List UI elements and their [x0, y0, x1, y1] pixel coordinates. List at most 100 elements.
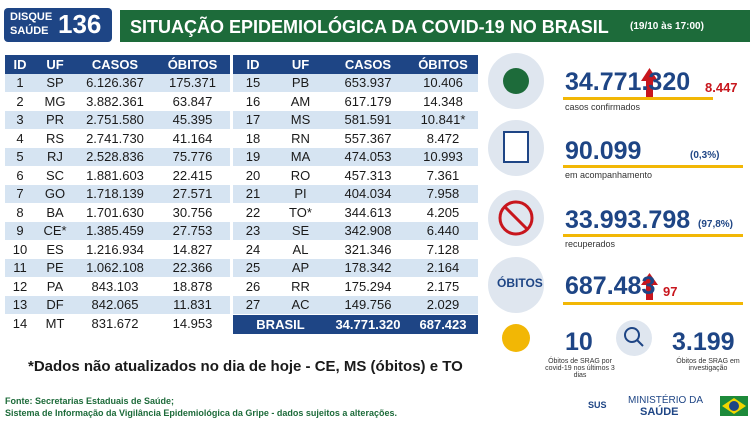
table-row: 19 MA 474.053 10.993: [233, 147, 478, 166]
recovered-label: recuperados: [565, 239, 616, 249]
table-row: 6 SC 1.881.603 22.415: [5, 166, 230, 185]
table-cell: 20: [245, 167, 261, 183]
total-row: BRASIL 34.771.320 687.423: [233, 315, 478, 334]
table-cell: 14.953: [172, 315, 213, 331]
table-row: 27 AC 149.756 2.029: [233, 295, 478, 314]
table-cell: 831.672: [91, 315, 139, 331]
table-cell: 7.958: [426, 186, 460, 202]
table-cell: 18: [245, 130, 261, 146]
table-cell: PB: [291, 75, 310, 91]
table-cell: PA: [46, 278, 64, 294]
table-cell: CE*: [43, 223, 67, 239]
table-cell: 581.591: [344, 112, 392, 128]
monitoring-pct: (0,3%): [690, 150, 720, 161]
srag-value: 10: [565, 328, 593, 356]
table-cell: 342.908: [344, 223, 392, 239]
table-cell: PI: [294, 186, 307, 202]
title-bar: SITUAÇÃO EPIDEMIOLÓGICA DA COVID-19 NO B…: [120, 10, 750, 42]
table-cell: 2.164: [426, 260, 460, 276]
table-row: 17 MS 581.591 10.841*: [233, 110, 478, 129]
confirmed-value: 34.771.320: [565, 68, 691, 96]
table-cell: 6: [16, 167, 24, 183]
table-cell: 1.062.108: [86, 260, 144, 276]
table-cell: 2.751.580: [86, 112, 144, 128]
table-cell: 1.216.934: [86, 241, 144, 257]
table-cell: MG: [44, 93, 66, 109]
table-cell: 4: [16, 130, 24, 146]
table-row: 1 SP 6.126.367 175.371: [5, 73, 230, 92]
table-cell: 7.128: [426, 241, 460, 257]
table-row: 25 AP 178.342 2.164: [233, 258, 478, 277]
table-cell: 13: [12, 297, 28, 313]
table-cell: 2.175: [426, 278, 460, 294]
table-cell: 22.415: [172, 167, 213, 183]
table-cell: 16: [245, 93, 261, 109]
table-cell: 11.831: [173, 297, 212, 313]
footer-system: Sistema de Informação da Vigilância Epid…: [5, 408, 397, 418]
logo-bottom: SAÚDE: [10, 25, 49, 37]
table-row: 26 RR 175.294 2.175: [233, 277, 478, 296]
table-cell: RN: [291, 130, 310, 146]
table-cell: 63.847: [172, 93, 213, 109]
recovered-value: 33.993.798: [565, 206, 691, 234]
table-cell: 2: [16, 93, 24, 109]
table-row: 13 DF 842.065 11.831: [5, 295, 230, 314]
table-cell: 41.164: [172, 130, 213, 146]
table-cell: 18.878: [172, 278, 213, 294]
table-row: 22 TO* 344.613 4.205: [233, 203, 478, 222]
table-cell: 75.776: [172, 149, 213, 165]
table-cell: 653.937: [344, 75, 392, 91]
table-cell: 842.065: [91, 297, 139, 313]
table-row: 18 RN 557.367 8.472: [233, 129, 478, 148]
table-cell: 175.371: [169, 75, 216, 91]
column-header: ID: [246, 56, 260, 72]
table-cell: AC: [291, 297, 310, 313]
confirmed-label: casos confirmados: [565, 102, 641, 112]
table-cell: 5: [16, 149, 24, 165]
column-header: UF: [46, 56, 64, 72]
monitoring-label: em acompanhamento: [565, 170, 653, 180]
table-row: 2 MG 3.882.361 63.847: [5, 92, 230, 111]
column-header: CASOS: [344, 56, 392, 72]
total-deaths: 687.423: [419, 316, 467, 332]
deaths-new: 97: [663, 284, 678, 299]
table-cell: 22: [245, 204, 261, 220]
table-row: 23 SE 342.908 6.440: [233, 221, 478, 240]
table-cell: 344.613: [344, 204, 392, 220]
table-cell: 15: [245, 75, 261, 91]
table-row: 21 PI 404.034 7.958: [233, 184, 478, 203]
table-cell: 22.366: [172, 260, 213, 276]
table-cell: RO: [290, 167, 311, 183]
table-cell: PE: [46, 260, 64, 276]
deaths-badge: ÓBITOS: [497, 276, 543, 290]
table-cell: 10.841*: [420, 112, 466, 128]
table-cell: MS: [290, 112, 311, 128]
table-cell: RR: [291, 278, 310, 294]
footer-source: Fonte: Secretarias Estaduais de Saúde;: [5, 396, 175, 406]
table-row: 8 BA 1.701.630 30.756: [5, 203, 230, 222]
table-cell: GO: [44, 186, 66, 202]
logo-number: 136: [58, 9, 102, 39]
table-cell: PR: [45, 112, 65, 128]
table-cell: 3: [16, 112, 24, 128]
table-cell: 14: [12, 315, 28, 331]
table-row: 15 PB 653.937 10.406: [233, 73, 478, 92]
table-row: 24 AL 321.346 7.128: [233, 240, 478, 259]
icons: [488, 53, 658, 356]
recovered-pct: (97,8%): [698, 219, 734, 230]
table-cell: 12: [12, 278, 28, 294]
column-header: UF: [291, 56, 310, 72]
table-cell: 26: [245, 278, 261, 294]
table-cell: 3.882.361: [86, 93, 144, 109]
table-left: ID UF CASOS ÓBITOS 1 SP 6.126.367 175.371 2 MG 3.8…: [5, 55, 230, 333]
column-header: ID: [13, 56, 27, 72]
table-cell: 27.753: [172, 223, 213, 239]
table-cell: 10.993: [423, 149, 463, 165]
investigation-label: Óbitos de SRAG em investigação: [676, 358, 740, 372]
table-cell: 1: [16, 75, 24, 91]
table-cell: 27: [245, 297, 261, 313]
table-cell: ES: [46, 241, 64, 257]
table-cell: TO*: [289, 204, 312, 220]
table-cell: 45.395: [172, 112, 213, 128]
